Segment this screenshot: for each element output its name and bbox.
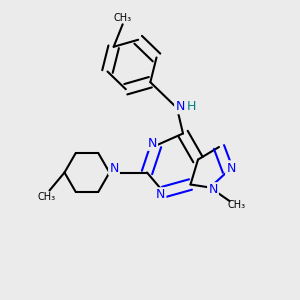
Text: CH₃: CH₃	[227, 200, 245, 210]
Text: N: N	[156, 188, 165, 202]
Text: N: N	[147, 136, 157, 150]
Text: CH₃: CH₃	[114, 13, 132, 23]
Text: CH₃: CH₃	[38, 192, 56, 202]
Text: H: H	[187, 100, 196, 113]
Text: N: N	[226, 161, 236, 175]
Text: N: N	[208, 183, 218, 196]
Text: N: N	[109, 161, 119, 175]
Text: N: N	[175, 100, 185, 113]
